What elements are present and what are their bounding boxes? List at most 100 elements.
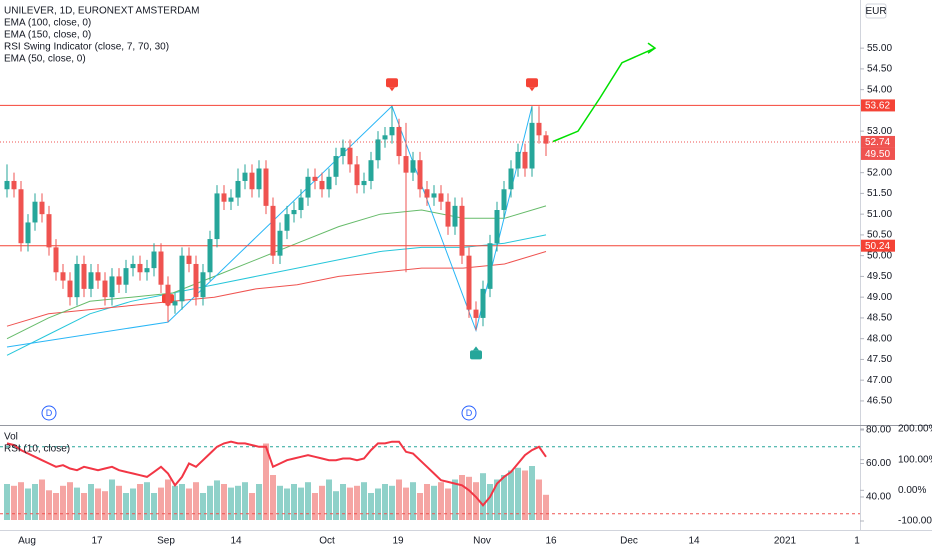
volume-bar [452,479,458,520]
volume-bar [529,466,535,520]
volume-axis-label: 200.00% [898,424,932,435]
candle-body [193,263,199,298]
candle-body [249,172,255,190]
volume-bar [144,482,150,520]
volume-bar [403,487,409,520]
candle-body [151,251,157,269]
x-tick-label: Dec [620,536,638,547]
swing-line [6,105,533,348]
candle-body [235,180,241,198]
candle-body [354,164,360,186]
event-marker [461,405,477,421]
candle-body [67,280,73,298]
volume-bar [60,485,66,520]
candle-body [333,156,339,177]
volume-bar [165,479,171,520]
timer-label: 49.50 [865,149,890,160]
x-tick-label: 2021 [774,536,797,547]
volume-bar [305,482,311,520]
candle-body [312,176,318,181]
volume-bar [312,493,318,520]
projection-arrowhead [647,42,657,54]
volume-bar [214,480,220,520]
y-tick-label: 50.00 [867,250,892,261]
candle-body [494,210,500,244]
candle-body [116,276,122,285]
currency-box[interactable] [865,3,887,19]
volume-axis-label: 100.00% [898,454,932,465]
volume-axis-label: -100.00% [898,516,932,527]
x-tick-label: 1 [854,536,860,547]
volume-bar [193,482,199,520]
y-tick-label: 54.00 [867,84,892,95]
legend-entry: EMA (150, close, 0) [4,30,91,41]
candle-body [165,284,171,306]
volume-bar [536,479,542,520]
y-tick-label: 49.50 [867,271,892,282]
candle-body [424,189,430,198]
volume-bar [67,482,73,520]
rsi-tick-label: 60.00 [866,458,891,469]
event-label: D [466,408,473,418]
volume-bar [375,488,381,520]
candle-body [452,205,458,227]
candle-body [403,156,409,173]
volume-bar [228,487,234,520]
candle-body [298,197,304,211]
volume-bar [417,493,423,520]
volume-bar [459,475,465,520]
candle-body [158,251,164,285]
volume-bar [284,488,290,520]
volume-bar [151,493,157,520]
volume-bar [473,482,479,520]
candle-body [4,180,10,190]
volume-bar [11,485,17,520]
candle-body [375,139,381,161]
candle-body [81,263,87,289]
volume-bar [438,482,444,520]
y-tick-label: 49.00 [867,292,892,303]
legend-entry: EMA (100, close, 0) [4,18,91,29]
candle-body [473,309,479,318]
chart-title: UNILEVER, 1D, EURONEXT AMSTERDAM [4,6,199,17]
volume-bar [221,484,227,520]
candle-body [123,268,129,285]
candle-body [200,272,206,298]
volume-bar [319,485,325,520]
candle-body [256,168,262,190]
projection-line [552,47,656,143]
candle-body [270,205,276,256]
candle-body [291,210,297,215]
candle-body [522,151,528,169]
y-tick-label: 52.00 [867,167,892,178]
y-tick-label: 48.50 [867,313,892,324]
candle-body [32,201,38,223]
candle-body [263,168,269,206]
last-price-box [861,135,895,148]
candle-body [18,189,24,244]
y-tick-label: 54.50 [867,64,892,75]
volume-bar [410,482,416,520]
candle-body [102,280,108,298]
x-tick-label: 16 [545,536,557,547]
volume-bar [396,479,402,520]
volume-bar [368,493,374,520]
candle-body [277,230,283,256]
candle-body [305,176,311,198]
volume-axis-label: 0.00% [898,485,926,496]
candle-body [39,201,45,215]
candle-body [95,272,101,281]
ema-line [6,234,547,356]
volume-bar [137,484,143,520]
swing-high-flag [526,78,538,88]
candle-body [319,180,325,190]
candle-body [207,239,213,273]
x-tick-label: Oct [319,536,335,547]
volume-bar [123,493,129,520]
volume-bar [4,484,10,520]
volume-bar [298,487,304,520]
volume-bar [466,476,472,520]
volume-bar [235,485,241,520]
volume-bar [347,487,353,520]
